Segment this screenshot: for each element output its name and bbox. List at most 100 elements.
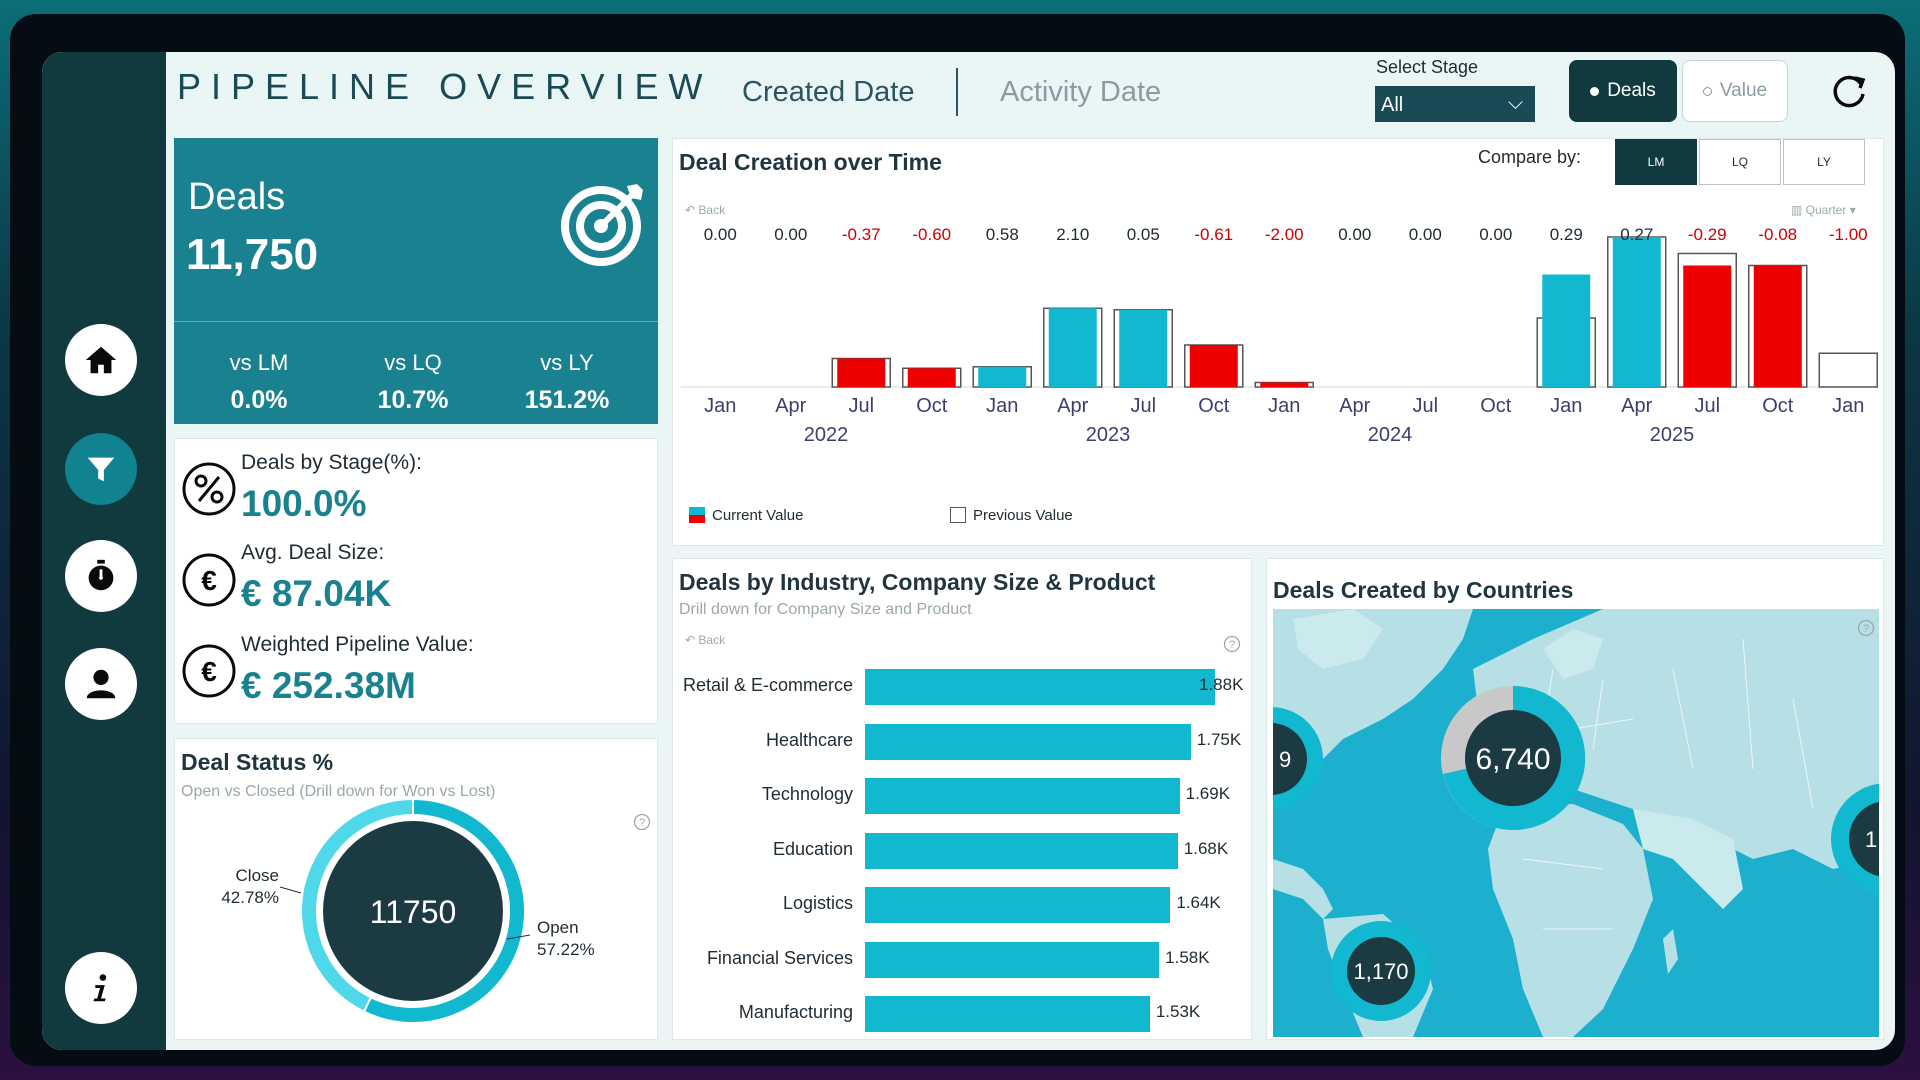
compare-lq-button[interactable]: LQ [1699,139,1781,185]
nav-stopwatch-button[interactable] [65,540,137,612]
x-tick-label: Jan [704,395,736,417]
metric-deals-by-stage-label: Deals by Stage(%): [241,451,422,474]
industry-bar[interactable] [865,669,1215,705]
x-tick-label: Apr [1621,395,1652,417]
bar-data-label: 0.00 [1409,225,1442,244]
nav-filter-button[interactable] [65,433,137,505]
industry-bar[interactable] [865,723,1191,760]
bubble-na-value: 9 [1279,747,1291,772]
bubble-north-america[interactable]: 9 [1273,707,1323,811]
industry-bar-row[interactable]: Logistics 1.64K [673,887,1253,923]
current-value-bar[interactable] [978,366,1027,387]
bubble-europe-value: 6,740 [1475,743,1550,776]
deal-creation-card: Deal Creation over Time Compare by: LM L… [672,138,1884,546]
bar-data-label: -0.60 [912,225,951,244]
kpi-compare-lm-label: vs LM [229,350,289,375]
current-value-bar[interactable] [1048,308,1097,387]
compare-lm-button[interactable]: LM [1615,139,1697,185]
industry-category-label: Education [772,838,853,859]
current-value-bar[interactable] [1119,309,1168,387]
world-map[interactable]: 6,740 1,170 9 1 [1273,609,1879,1037]
bubble-asia-center [1849,801,1879,877]
stage-select[interactable]: All ⌵ [1375,86,1535,122]
sidebar [42,52,166,1050]
industry-bar-row[interactable]: Retail & E-commerce 1.88K [673,669,1253,705]
donut-center-ring [316,814,510,1008]
help-icon[interactable]: ? [1857,619,1875,637]
metric-weighted-pipeline-label: Weighted Pipeline Value: [241,633,474,656]
euro-icon: € [182,553,236,607]
x-tick-label: Apr [1339,395,1370,417]
x-tick-label: Apr [775,395,806,417]
nav-home-button[interactable] [65,324,137,396]
x-tick-label: Oct [1762,395,1794,417]
donut-center [323,821,503,1001]
industry-bar[interactable] [865,832,1178,869]
industry-bar[interactable] [865,887,1171,923]
kpi-deals-card: Deals 11,750 vs LM 0.0% vs LQ 10.7% vs L… [174,138,658,424]
previous-value-bar[interactable] [1818,352,1878,388]
industry-category-label: Technology [761,784,853,804]
back-link-label: Back [698,203,726,217]
close-leader-line [279,886,302,894]
industry-card: Deals by Industry, Company Size & Produc… [672,558,1252,1040]
help-icon[interactable]: ? [633,813,651,831]
industry-bar[interactable] [865,996,1150,1032]
kpi-compare-ly: vs LY 151.2% [502,350,632,415]
nav-info-button[interactable] [65,952,137,1024]
nav-user-button[interactable] [65,648,137,720]
current-value-bar[interactable] [1189,345,1238,387]
bar-data-label: -0.37 [842,225,881,244]
bar-data-label: -0.29 [1688,225,1727,244]
current-value-bar[interactable] [1260,382,1309,388]
value-toggle-button[interactable]: Value [1682,60,1788,122]
dashboard-canvas: PIPELINE OVERVIEW Created Date Activity … [42,52,1895,1050]
industry-bar[interactable] [865,941,1160,978]
industry-bar-row[interactable]: Technology 1.69K [673,778,1253,814]
industry-bar-row[interactable]: Education 1.68K [673,832,1253,869]
kpi-compare-lm: vs LM 0.0% [194,350,324,415]
compare-ly-button[interactable]: LY [1783,139,1865,185]
granularity-label: Quarter [1805,203,1847,217]
industry-bar[interactable] [865,778,1180,814]
deal-status-title: Deal Status % [181,749,334,775]
current-value-bar[interactable] [1753,265,1802,388]
kpi-compare-lq-value: 10.7% [377,386,449,414]
x-tick-label: Jul [1412,395,1438,417]
metric-avg-deal-size-label: Avg. Deal Size: [241,541,385,564]
industry-bar-row[interactable]: Healthcare 1.75K [673,723,1253,760]
help-icon[interactable]: ? [1223,635,1241,653]
open-label: Open [537,918,579,937]
back-link-label: Back [698,633,726,647]
reset-icon[interactable] [1829,72,1869,112]
bar-data-label: -0.08 [1758,225,1797,244]
current-value-bar[interactable] [1542,274,1591,388]
x-year-label: 2023 [1086,424,1131,446]
tab-created-date[interactable]: Created Date [742,76,915,108]
deals-toggle-button[interactable]: Deals [1569,60,1677,122]
bubble-south-america[interactable]: 1,170 [1331,921,1431,1021]
back-link[interactable]: ↶ Back [685,203,726,217]
x-tick-label: Oct [1480,395,1512,417]
bar-data-label: 0.27 [1620,225,1653,244]
x-tick-label: Apr [1057,395,1088,417]
svg-text:?: ? [1229,639,1235,651]
bubble-europe[interactable]: 6,740 [1441,685,1586,830]
tab-activity-date[interactable]: Activity Date [1000,76,1162,108]
x-tick-label: Oct [916,395,948,417]
granularity-dropdown[interactable]: ▥ Quarter ▾ [1791,203,1856,217]
current-value-bar[interactable] [1683,265,1732,388]
bar-data-label: 0.00 [1338,225,1371,244]
current-value-bar[interactable] [837,358,886,388]
industry-bar-row[interactable]: Manufacturing 1.53K [673,996,1253,1032]
industry-value-label: 1.58K [1165,947,1210,967]
current-value-bar[interactable] [1612,237,1661,387]
x-year-label: 2024 [1368,424,1413,446]
euro-icon: € [182,644,236,698]
x-tick-label: Jan [1832,395,1864,417]
svg-text:?: ? [1863,623,1869,635]
back-link[interactable]: ↶ Back [685,633,726,647]
bubble-asia[interactable]: 1 [1831,783,1879,895]
current-value-bar[interactable] [907,368,956,387]
industry-bar-row[interactable]: Financial Services 1.58K [673,941,1253,978]
